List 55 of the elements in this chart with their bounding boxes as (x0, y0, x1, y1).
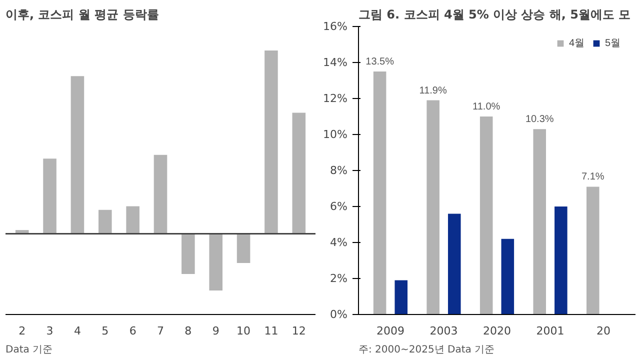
x-tick-label: 2 (18, 324, 26, 338)
x-tick-label: 20 (596, 324, 611, 338)
y-tick-label: 2% (330, 272, 348, 285)
bar (292, 112, 306, 234)
bar (182, 234, 195, 274)
y-tick-label: 0% (330, 308, 348, 321)
x-tick-label: 4 (74, 324, 81, 338)
data-label: 11.0% (472, 102, 500, 112)
x-tick-label: 9 (212, 324, 220, 338)
x-tick-label: 2001 (536, 324, 564, 338)
text: Data 기준 (6, 344, 53, 356)
bar (126, 206, 140, 234)
y-tick-label: 14% (323, 56, 348, 69)
y-tick-label: 10% (323, 128, 348, 141)
x-tick-label: 2003 (430, 324, 458, 338)
bar (373, 72, 386, 314)
y-tick-label: 4% (330, 236, 348, 249)
x-tick-label: 3 (46, 324, 54, 338)
legend-label: 4월 (569, 37, 586, 50)
y-tick-label: 16% (323, 20, 348, 33)
bar (426, 100, 440, 314)
bar (98, 210, 112, 234)
bar (480, 116, 493, 314)
data-label: 11.9% (419, 85, 447, 96)
bar (554, 206, 568, 314)
y-tick-label: 6% (330, 200, 348, 213)
data-label: 10.3% (525, 114, 554, 126)
data-label: 7.1% (581, 172, 604, 183)
x-tick-label: 8 (184, 324, 192, 338)
bar (43, 158, 56, 234)
x-tick-label: 12 (292, 324, 306, 338)
y-tick-label: 12% (323, 92, 348, 105)
x-tick-label: 2020 (483, 324, 512, 338)
text: 주: 2000~2025년 Data 기준 (358, 344, 495, 356)
x-tick-label: 6 (129, 324, 136, 338)
chart-title: 이후, 코스피 월 평균 등락률 (6, 8, 159, 22)
x-tick-label: 2009 (376, 324, 404, 338)
data-label: 13.5% (366, 56, 394, 68)
bar (264, 50, 278, 234)
bar (154, 154, 168, 234)
bar (70, 76, 84, 234)
legend-label: 5월 (605, 37, 622, 50)
bar (448, 214, 461, 314)
bar (586, 186, 600, 314)
bar (394, 280, 408, 314)
x-tick-label: 11 (264, 324, 278, 338)
bar (501, 238, 514, 314)
chart-title: 그림 6. 코스피 4월 5% 이상 상승 해, 5월에도 모 (358, 8, 631, 22)
x-tick-label: 7 (157, 324, 164, 338)
bar (236, 234, 250, 264)
x-tick-label: 10 (236, 324, 251, 338)
y-tick-label: 8% (330, 164, 348, 177)
bar (533, 129, 546, 314)
bar (209, 234, 222, 290)
x-tick-label: 5 (102, 324, 109, 338)
